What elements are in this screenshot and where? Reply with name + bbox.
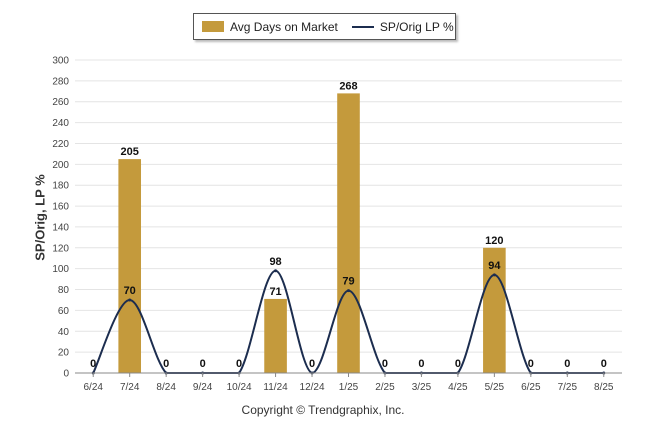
y-tick-label: 200 — [52, 160, 69, 171]
y-tick-label: 160 — [52, 202, 69, 213]
line-value-label: 0 — [382, 358, 388, 370]
y-tick-label: 180 — [52, 181, 69, 192]
line-value-label: 79 — [342, 276, 354, 288]
legend-item-line[interactable]: SP/Orig LP % — [351, 19, 454, 34]
y-tick-label: 140 — [52, 222, 69, 233]
y-tick-label: 0 — [63, 369, 69, 380]
line-value-label: 94 — [488, 260, 501, 272]
x-tick-label: 1/25 — [339, 382, 359, 393]
x-tick-label: 8/25 — [594, 382, 614, 393]
line-value-label: 0 — [418, 358, 424, 370]
bar-value-label: 268 — [339, 80, 357, 92]
copyright-text: Copyright © Trendgraphix, Inc. — [241, 403, 405, 417]
data-labels: 205 71 268 120 0 70 0 0 0 98 0 79 0 0 0 94 0 0 0 — [90, 80, 607, 370]
x-tick-label: 7/25 — [558, 382, 578, 393]
line-point — [492, 273, 496, 277]
y-tick-label: 100 — [52, 264, 69, 275]
y-tick-label: 220 — [52, 139, 69, 150]
legend: Avg Days on Market SP/Orig LP % — [193, 13, 456, 40]
line-value-label: 0 — [564, 358, 570, 370]
y-tick-label: 300 — [52, 56, 69, 67]
bar-value-label: 71 — [269, 286, 281, 298]
y-tick-label: 240 — [52, 118, 69, 129]
y-tick-label: 80 — [58, 285, 70, 296]
x-tick-label: 5/25 — [485, 382, 505, 393]
x-tick-label: 6/25 — [521, 382, 541, 393]
bar — [337, 93, 360, 374]
x-tick-label: 3/25 — [412, 382, 432, 393]
legend-bar-label: Avg Days on Market — [230, 19, 338, 34]
line-value-label: 0 — [163, 358, 169, 370]
line-value-label: 0 — [90, 358, 96, 370]
x-tick-label: 9/24 — [193, 382, 213, 393]
line-value-label: 0 — [601, 358, 607, 370]
legend-item-bar[interactable]: Avg Days on Market — [202, 20, 338, 34]
bar — [118, 159, 142, 373]
line-point — [128, 298, 132, 302]
legend-line-swatch — [351, 25, 374, 28]
x-tick-label: 11/24 — [263, 382, 288, 393]
y-tick-label: 20 — [58, 348, 70, 359]
line-value-label: 0 — [528, 358, 534, 370]
y-tick-label: 40 — [58, 327, 70, 338]
x-tick-label: 8/24 — [156, 382, 176, 393]
y-tick-label: 260 — [52, 97, 69, 108]
x-tick-label: 2/25 — [375, 382, 395, 393]
x-tick-label: 7/24 — [120, 382, 140, 393]
x-tick-label: 4/25 — [448, 382, 468, 393]
line-point — [274, 269, 278, 273]
x-tick-label: 12/24 — [300, 382, 325, 393]
bar-value-label: 120 — [485, 235, 503, 247]
line-value-label: 0 — [236, 358, 242, 370]
y-axis-title: SP/Orig, LP % — [32, 174, 48, 261]
x-tick-label: 10/24 — [227, 382, 252, 393]
x-tick-label: 6/24 — [83, 382, 103, 393]
bar-value-label: 205 — [121, 146, 139, 158]
y-tick-label: 60 — [58, 306, 70, 317]
line-value-label: 98 — [269, 256, 281, 268]
legend-line-label: SP/Orig LP % — [379, 19, 454, 34]
y-tick-label: 280 — [52, 76, 69, 87]
bar — [264, 298, 287, 373]
line-point — [347, 289, 350, 293]
line-value-label: 0 — [309, 358, 315, 370]
y-axis-ticks: 0 20 40 60 80 100 120 140 160 180 200 220 240 260 280 3… — [52, 56, 69, 380]
y-tick-label: 120 — [52, 243, 69, 254]
line-value-label: 0 — [200, 358, 206, 370]
line-value-label: 70 — [124, 285, 136, 297]
x-axis-ticks: 6/24 7/24 8/24 9/24 10/24 11/24 12/24 1/25 2/25 3… — [83, 373, 614, 393]
legend-bar-swatch — [202, 21, 224, 32]
line-value-label: 0 — [455, 358, 461, 370]
